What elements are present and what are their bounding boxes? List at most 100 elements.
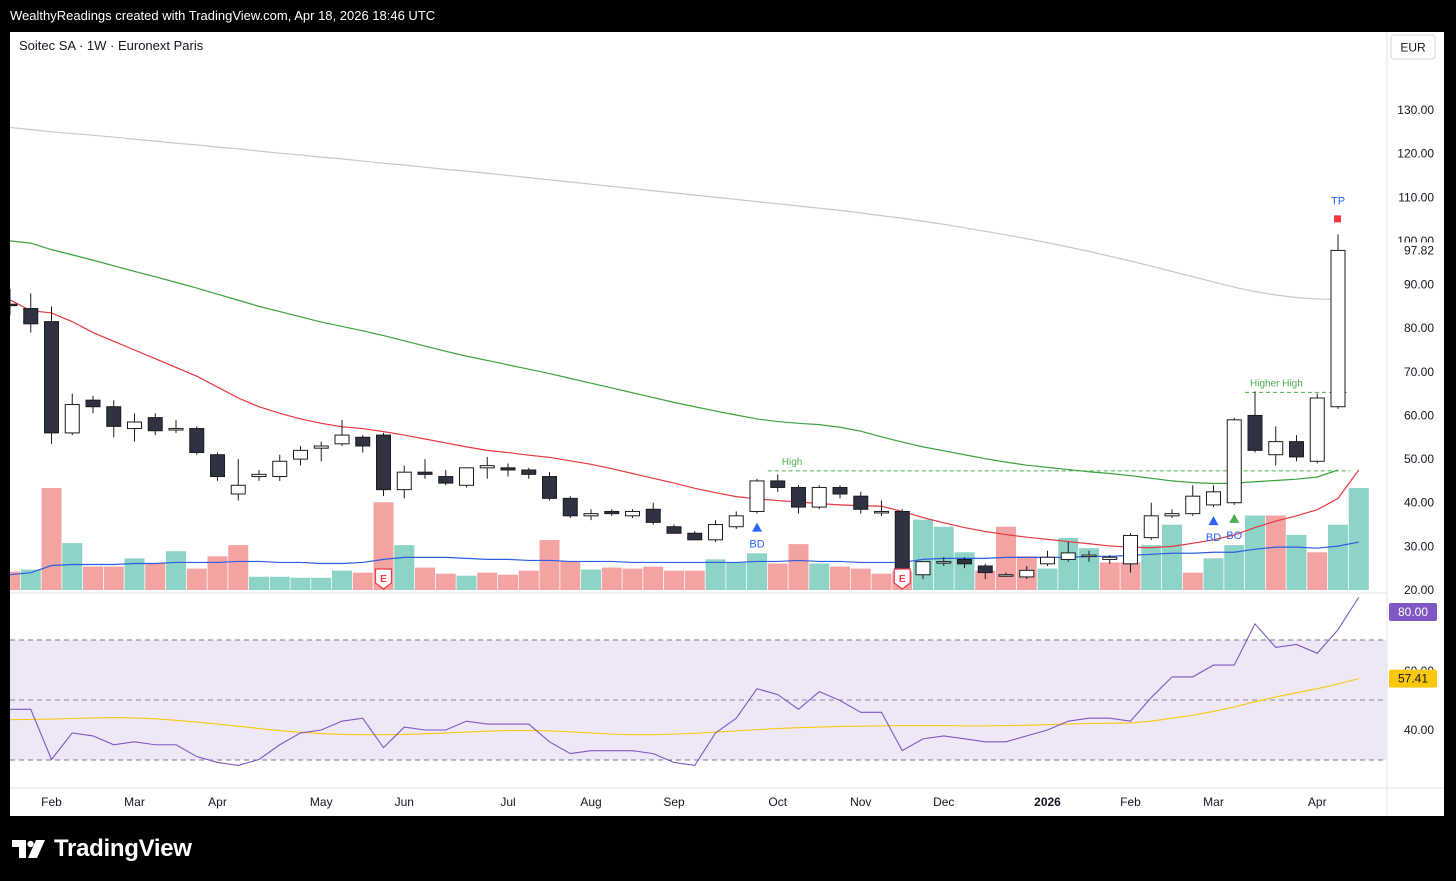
volume-bar: [518, 570, 539, 590]
volume-bar: [726, 562, 747, 590]
candle-body: [791, 486, 806, 508]
candle-body: [168, 428, 184, 431]
volume-bar: [581, 569, 601, 590]
price-tick-label: 60.00: [1404, 408, 1434, 422]
candle-body: [1081, 554, 1097, 558]
candle-body: [874, 510, 889, 514]
volume-bar: [1141, 545, 1162, 590]
candle-body: [1268, 441, 1284, 456]
volume-bar: [601, 567, 622, 590]
candle-body: [1060, 552, 1076, 560]
candle-body: [957, 558, 972, 565]
price-tick-label: 130.00: [1397, 103, 1434, 117]
candle-body: [749, 480, 765, 512]
tradingview-icon: [12, 840, 45, 858]
candle-body: [438, 476, 454, 484]
level-label: High: [782, 457, 803, 468]
rsi-ma-line: [10, 678, 1359, 736]
earnings-marker: [374, 568, 393, 590]
price-tick-label: 30.00: [1404, 539, 1434, 553]
candle-body: [127, 421, 142, 430]
candle-body: [396, 471, 412, 491]
candle-body: [147, 417, 163, 432]
volume-bar: [10, 571, 20, 590]
volume-bar: [1162, 524, 1182, 590]
tp-label: TP: [1331, 195, 1345, 207]
candle-body: [251, 473, 267, 478]
candle-body: [293, 449, 308, 460]
volume-bar: [1037, 568, 1058, 590]
time-tick-label: May: [310, 795, 333, 809]
earnings-marker: [893, 568, 911, 590]
volume-bar: [166, 551, 186, 590]
candle-body: [1330, 249, 1346, 408]
volume-bar: [1245, 515, 1265, 590]
volume-bar: [311, 577, 332, 590]
ma200-line: [10, 126, 1339, 300]
candlesticks[interactable]: [10, 234, 1346, 582]
chart-frame[interactable]: High Higher High E E BD BD BO TP 130.00 120.00 1…: [10, 32, 1444, 816]
current-price-bg: [1389, 242, 1437, 259]
candle-body: [562, 497, 578, 517]
rsi-tick-label: 40.00: [1404, 723, 1434, 737]
candle-body: [500, 467, 516, 471]
earnings-label: E: [899, 574, 906, 585]
level-lines: High Higher High: [767, 378, 1350, 472]
price-tick-label: 80.00: [1404, 321, 1434, 335]
volume-bar: [1079, 548, 1099, 590]
candle-body: [811, 486, 827, 508]
ma20-line: [10, 299, 1360, 549]
price-axis[interactable]: 130.00120.00110.00100.0090.0080.0070.006…: [1389, 103, 1437, 737]
volume-bar: [1058, 537, 1079, 590]
candle-body: [313, 445, 329, 449]
volume-bar: [352, 572, 373, 590]
candle-body: [915, 561, 931, 576]
candle-body: [687, 532, 703, 541]
volume-bar: [415, 567, 435, 590]
candle-body: [23, 308, 39, 325]
volume-bar: [1307, 552, 1328, 590]
volume-bar: [1286, 534, 1307, 590]
volume-bar: [622, 568, 643, 590]
candle-body: [998, 574, 1014, 577]
price-tick-label: 70.00: [1404, 365, 1434, 379]
candle-body: [1164, 513, 1180, 517]
volume-bar: [186, 568, 207, 590]
price-chart[interactable]: High Higher High E E BD BD BO TP 130.00 120.00 1…: [10, 32, 1444, 816]
volume-bar: [996, 526, 1016, 590]
volume-bar: [830, 566, 850, 590]
candle-body: [1123, 534, 1138, 565]
candle-body: [666, 526, 682, 534]
volume-bar: [1348, 488, 1369, 590]
rsi-value-label: 80.00: [1398, 605, 1428, 619]
signal-label: BD: [749, 539, 764, 551]
volume-bar: [477, 572, 498, 590]
moving-averages: [10, 126, 1360, 549]
tradingview-logo[interactable]: TradingView: [12, 834, 192, 864]
price-tick-label: 40.00: [1404, 496, 1434, 510]
candle-body: [189, 428, 205, 454]
signal-markers: E E BD BD BO TP: [374, 195, 1345, 590]
candle-body: [334, 434, 350, 445]
time-tick-label: Jun: [395, 795, 414, 809]
volume-bar: [1099, 562, 1120, 590]
volume-bar: [684, 570, 705, 590]
volume-bar: [41, 488, 62, 590]
candle-body: [479, 465, 495, 469]
signal-label: BD: [1206, 532, 1221, 544]
volume-bar: [850, 568, 871, 590]
candle-body: [1289, 441, 1304, 458]
volume-bar: [394, 545, 415, 590]
ma50-line: [10, 240, 1339, 485]
volume-bar: [871, 573, 892, 590]
price-tick-label: 50.00: [1404, 452, 1434, 466]
time-axis[interactable]: Feb Mar Apr May Jun Jul Aug Sep Oct Nov Dec 2026 Feb…: [41, 795, 1326, 809]
volume-bar: [747, 553, 767, 590]
volume-bar: [435, 573, 456, 590]
currency-button[interactable]: EUR: [1390, 34, 1436, 60]
volume-bar: [228, 545, 249, 590]
candle-body: [64, 404, 80, 434]
time-tick-label: Nov: [850, 795, 871, 809]
candle-body: [728, 515, 744, 528]
volume-bar: [498, 574, 518, 590]
